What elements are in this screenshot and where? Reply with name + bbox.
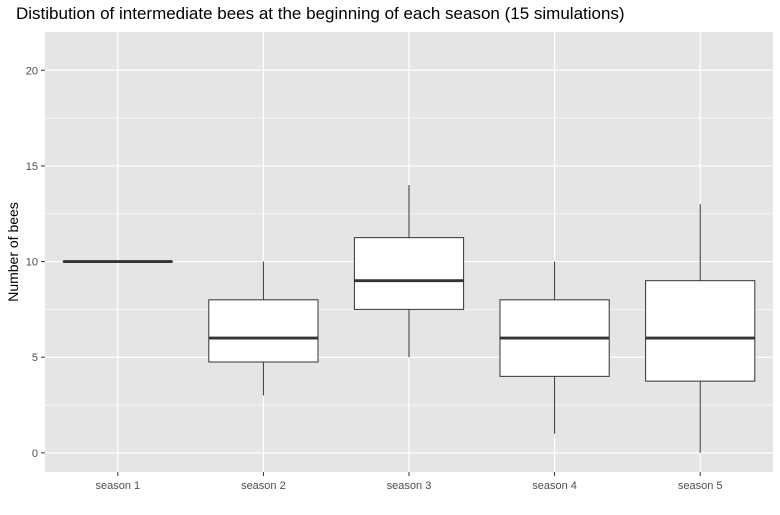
x-tick-label: season 2 [241, 480, 286, 492]
chart-title: Distibution of intermediate bees at the … [16, 4, 625, 23]
box-3 [353, 185, 465, 358]
y-axis-title: Number of bees [5, 202, 21, 302]
y-tick-label: 0 [32, 448, 38, 460]
y-tick-label: 10 [26, 257, 38, 269]
x-tick-label: season 5 [678, 480, 723, 492]
x-tick-label: season 1 [95, 480, 140, 492]
x-tick-label: season 3 [387, 480, 432, 492]
box-iqr [353, 237, 465, 310]
y-tick-label: 5 [32, 352, 38, 364]
box-4 [499, 261, 610, 434]
x-tick-label: season 4 [532, 480, 577, 492]
box-5 [645, 204, 756, 453]
box-iqr [208, 299, 319, 363]
box-2 [208, 261, 319, 396]
y-tick-label: 20 [26, 65, 38, 77]
y-tick-label: 15 [26, 161, 38, 173]
box-iqr [645, 280, 756, 382]
